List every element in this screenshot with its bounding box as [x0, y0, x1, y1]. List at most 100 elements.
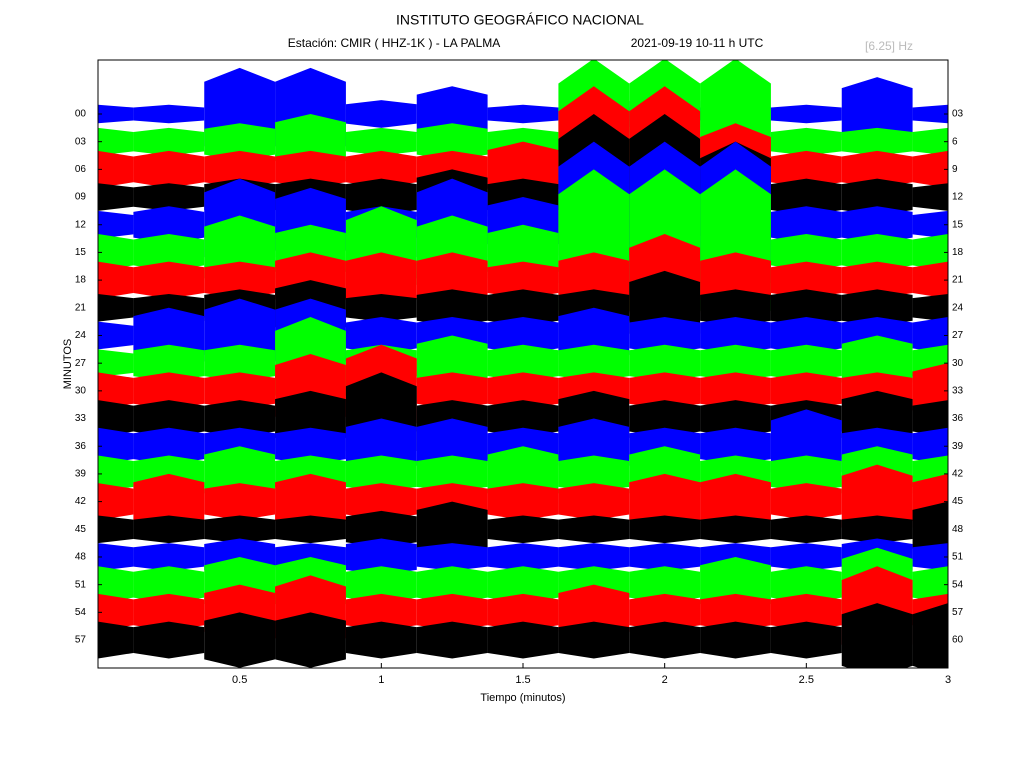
- trace-segment: [770, 593, 842, 631]
- trace-segment: [841, 233, 913, 271]
- y2-tick-label: 6: [952, 136, 958, 147]
- trace-segment: [629, 566, 701, 604]
- trace-segment: [487, 344, 559, 382]
- trace-segment: [98, 150, 134, 188]
- trace-segment: [912, 317, 948, 354]
- trace-segment: [558, 515, 630, 544]
- trace-segment: [629, 317, 701, 354]
- y-tick-label: 57: [75, 635, 87, 646]
- trace-segment: [416, 543, 488, 571]
- trace-segment: [204, 400, 276, 438]
- y-tick-label: 21: [75, 302, 87, 313]
- trace-segment: [98, 621, 134, 659]
- x-tick-label: 1.5: [515, 674, 530, 686]
- trace-segment: [700, 317, 771, 354]
- y-tick-label: 54: [75, 607, 87, 618]
- y-tick-label: 48: [75, 552, 87, 563]
- trace-segment: [133, 344, 205, 382]
- trace-segment: [133, 150, 205, 188]
- trace-segment: [345, 127, 417, 156]
- trace-segment: [629, 344, 701, 382]
- y2-tick-label: 27: [952, 330, 964, 341]
- x-axis-label: Tiempo (minutos): [480, 692, 565, 704]
- y2-tick-label: 42: [952, 469, 964, 480]
- trace-segment: [629, 593, 701, 631]
- y-tick-label: 42: [75, 496, 87, 507]
- trace-segment: [629, 515, 701, 544]
- trace-segment: [487, 104, 559, 124]
- trace-segment: [98, 566, 134, 604]
- trace-segment: [770, 127, 842, 156]
- trace-segment: [98, 543, 134, 571]
- chart-title: INSTITUTO GEOGRÁFICO NACIONAL: [396, 12, 644, 28]
- y-tick-label: 18: [75, 275, 87, 286]
- trace-segment: [487, 483, 559, 521]
- trace-segment: [416, 621, 488, 659]
- trace-segment: [912, 427, 948, 465]
- trace-segment: [912, 261, 948, 299]
- trace-segment: [841, 178, 913, 216]
- trace-segment: [416, 455, 488, 493]
- trace-segment: [345, 150, 417, 188]
- trace-segment: [770, 178, 842, 216]
- trace-segment: [487, 261, 559, 299]
- y2-tick-label: 24: [952, 302, 964, 313]
- trace-segment: [912, 233, 948, 271]
- trace-segment: [629, 621, 701, 659]
- trace-segment: [841, 150, 913, 188]
- trace-segment: [912, 150, 948, 188]
- x-tick-label: 1: [378, 674, 384, 686]
- trace-segment: [912, 210, 948, 239]
- y-tick-label: 51: [75, 579, 87, 590]
- trace-segment: [912, 400, 948, 438]
- trace-segment: [416, 123, 488, 161]
- trace-segment: [700, 400, 771, 438]
- date: 2021-09-19 10-11 h UTC: [631, 36, 764, 50]
- y-tick-label: 45: [75, 524, 87, 535]
- y2-tick-label: 18: [952, 247, 964, 258]
- y2-tick-label: 60: [952, 635, 964, 646]
- trace-segment: [487, 543, 559, 571]
- trace-segment: [912, 501, 948, 557]
- trace-segment: [275, 515, 346, 544]
- trace-segment: [345, 178, 417, 216]
- trace-segment: [133, 621, 205, 659]
- y2-tick-label: 9: [952, 164, 958, 175]
- trace-segment: [98, 400, 134, 438]
- trace-segment: [700, 621, 771, 659]
- y2-tick-label: 51: [952, 552, 964, 563]
- trace-segment: [98, 261, 134, 299]
- trace-segment: [98, 233, 134, 271]
- trace-segment: [487, 621, 559, 659]
- trace-segment: [98, 372, 134, 410]
- trace-segment: [133, 566, 205, 604]
- x-tick-label: 3: [945, 674, 951, 686]
- trace-segment: [912, 183, 948, 211]
- y2-tick-label: 21: [952, 275, 964, 286]
- y2-tick-label: 33: [952, 385, 964, 396]
- trace-segment: [700, 427, 771, 465]
- trace-segment: [700, 289, 771, 327]
- trace-segment: [416, 289, 488, 327]
- trace-segment: [912, 127, 948, 156]
- trace-segment: [487, 400, 559, 438]
- trace-segment: [204, 515, 276, 544]
- y2-tick-label: 48: [952, 524, 964, 535]
- trace-segment: [133, 261, 205, 299]
- y-tick-label: 36: [75, 441, 87, 452]
- x-tick-label: 2: [662, 674, 668, 686]
- trace-segment: [770, 150, 842, 188]
- trace-segment: [345, 538, 417, 576]
- trace-segment: [98, 104, 134, 124]
- trace-segment: [133, 104, 205, 124]
- y2-tick-label: 15: [952, 219, 964, 230]
- trace-segment: [98, 293, 134, 322]
- trace-segment: [204, 372, 276, 410]
- trace-segment: [133, 427, 205, 465]
- trace-segment: [841, 261, 913, 299]
- trace-segment: [841, 206, 913, 244]
- trace-segment: [204, 483, 276, 521]
- trace-segment: [700, 593, 771, 631]
- trace-segment: [275, 427, 346, 465]
- trace-segment: [204, 344, 276, 382]
